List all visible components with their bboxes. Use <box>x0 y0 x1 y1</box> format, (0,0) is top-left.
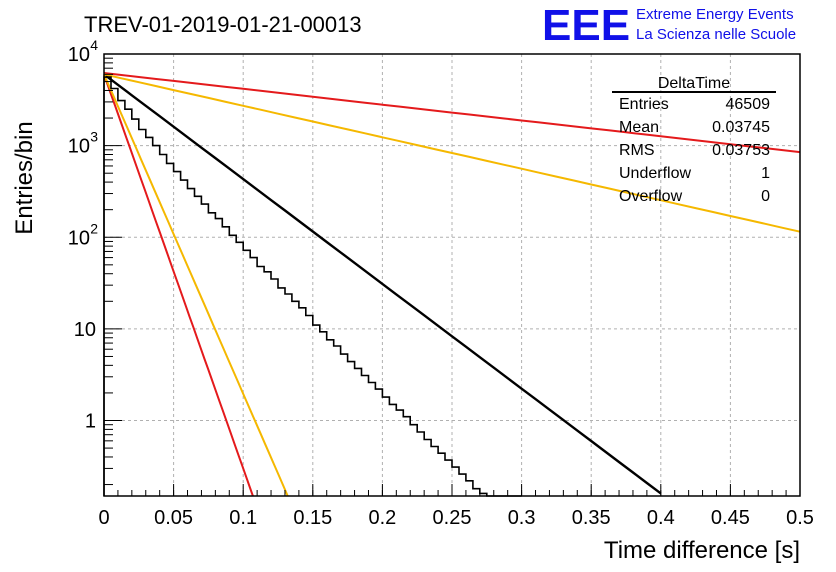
stats-label-rms: RMS <box>619 142 655 159</box>
x-tick-label: 0.45 <box>711 507 750 529</box>
logo-text: EEE <box>542 1 630 50</box>
y-tick-label: 10 <box>68 227 90 249</box>
x-tick-label: 0.35 <box>572 507 611 529</box>
y-axis-label: Entries/bin <box>11 121 38 234</box>
y-tick-base: 10 <box>68 136 90 158</box>
stats-value-underflow: 1 <box>761 165 770 182</box>
y-tick-base: 10 <box>68 227 90 249</box>
fit-line-red <box>103 72 801 154</box>
x-tick-label: 0.3 <box>508 507 536 529</box>
stats-value-mean: 0.03745 <box>712 119 770 136</box>
x-tick-label: 0.4 <box>647 507 675 529</box>
x-tick-label: 0.2 <box>368 507 396 529</box>
y-tick-base: 1 <box>85 411 96 433</box>
y-tick-label: 10 <box>74 319 96 341</box>
x-tick-label: 0 <box>98 507 109 529</box>
y-tick-exponent: 4 <box>90 37 98 53</box>
stats-value-entries: 46509 <box>726 96 771 113</box>
x-axis-label: Time difference [s] <box>604 537 800 564</box>
fit-line-black <box>103 73 662 495</box>
histogram-outline <box>103 76 522 497</box>
fit-line-yellow <box>103 73 289 497</box>
stats-value-rms: 0.03753 <box>712 142 770 159</box>
stats-label-underflow: Underflow <box>619 165 691 182</box>
y-tick-base: 10 <box>68 44 90 66</box>
y-tick-exponent: 3 <box>90 129 98 145</box>
chart-title: TREV-01-2019-01-21-00013 <box>84 12 362 37</box>
eee-logo: EEE Extreme Energy Events La Scienza nel… <box>542 1 796 50</box>
stats-value-overflow: 0 <box>761 188 770 205</box>
stats-box: DeltaTime Entries 46509 Mean 0.03745 RMS… <box>612 75 776 205</box>
y-tick-exponent: 2 <box>90 220 98 236</box>
x-tick-label: 0.1 <box>229 507 257 529</box>
histogram <box>103 76 522 497</box>
y-tick-label: 10 <box>68 136 90 158</box>
x-tick-label: 0.05 <box>154 507 193 529</box>
y-tick-label: 1 <box>85 411 96 433</box>
stats-label-mean: Mean <box>619 119 659 136</box>
x-tick-label: 0.25 <box>433 507 472 529</box>
fit-lines <box>103 72 801 497</box>
x-axis: 0 0.05 0.1 0.15 0.2 0.25 0.3 0.35 0.4 0.45 0.5 <box>98 484 814 529</box>
logo-line-1: Extreme Energy Events <box>636 6 794 23</box>
stats-label-entries: Entries <box>619 96 669 113</box>
x-tick-label: 0.15 <box>293 507 332 529</box>
logo-line-2: La Scienza nelle Scuole <box>636 26 796 43</box>
stats-label-overflow: Overflow <box>619 188 683 205</box>
y-tick-base: 10 <box>74 319 96 341</box>
stats-title: DeltaTime <box>658 75 730 92</box>
fit-line-red <box>103 73 254 497</box>
x-tick-label: 0.5 <box>786 507 814 529</box>
y-tick-label: 10 <box>68 44 90 66</box>
fit-line-yellow <box>103 73 801 233</box>
